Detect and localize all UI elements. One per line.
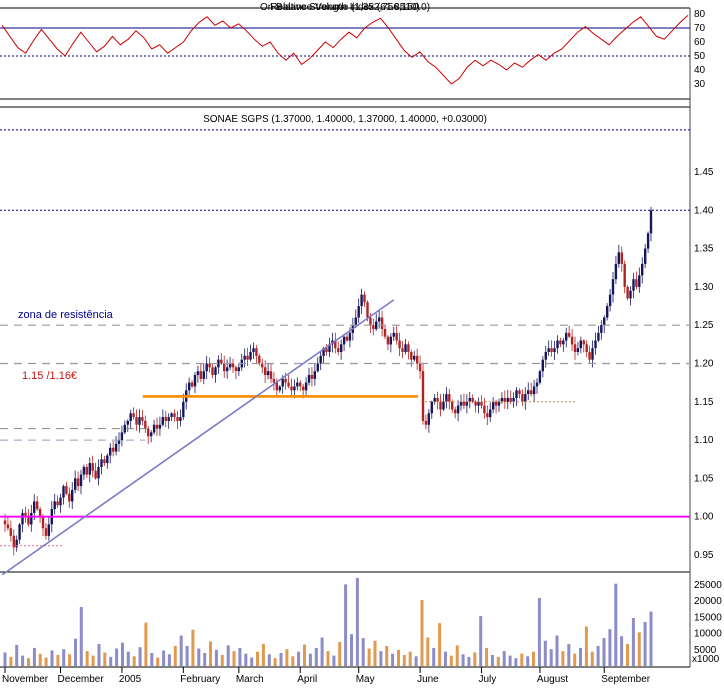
price-y-tick-label: 1.05 <box>694 473 714 484</box>
volume-y-tick-label: 20000 <box>694 596 722 607</box>
price-y-tick-label: 1.40 <box>694 205 714 216</box>
price-y-tick-label: 1.20 <box>694 359 714 370</box>
price-y-tick-label: 1.45 <box>694 167 714 178</box>
rsi-line <box>1 15 689 85</box>
x-axis-month-label: March <box>236 674 264 685</box>
rsi-y-tick-label: 80 <box>694 9 706 20</box>
volume-y-tick-label: 25000 <box>694 580 722 591</box>
x-axis-month-label: November <box>2 674 49 685</box>
volume-bars: 25000 20000 15000 10000 5000 <box>3 577 722 666</box>
price-y-tick-label: 1.15 <box>694 397 714 408</box>
price-y-tick-label: 1.25 <box>694 320 714 331</box>
rsi-panel: 80 70 60 50 40 30 <box>0 9 706 90</box>
price-y-tick-label: 0.95 <box>694 550 714 561</box>
x-axis-month-label: July <box>478 674 496 685</box>
x-axis-month-label: June <box>417 674 439 685</box>
price-y-tick-label: 1.30 <box>694 282 714 293</box>
rsi-y-tick-label: 70 <box>694 23 706 34</box>
x-axis-month-label: February <box>180 674 220 685</box>
panel-borders <box>0 7 691 668</box>
rsi-y-tick-label: 40 <box>694 65 706 76</box>
x-axis-month-label: April <box>297 674 317 685</box>
rsi-y-tick-label: 60 <box>694 37 706 48</box>
price-y-tick-label: 1.35 <box>694 244 714 255</box>
rsi-y-tick-label: 50 <box>694 51 706 62</box>
volume-y-tick-label: 10000 <box>694 629 722 640</box>
trendline <box>1 299 395 576</box>
price-candles <box>3 206 653 556</box>
price-y-tick-label: 1.00 <box>694 512 714 523</box>
price-y-tick-label: 1.10 <box>694 435 714 446</box>
volume-y-tick-label: 5000 <box>694 645 717 656</box>
price-overlays: 1.45 1.40 1.35 1.30 1.25 1.20 1.15 1.10 1.05 1.00… <box>0 129 714 576</box>
x-axis: November December 2005 February March April Ma… <box>2 667 651 685</box>
volume-y-tick-label: 15000 <box>694 612 722 623</box>
x-axis-month-label: December <box>58 674 105 685</box>
x-axis-month-label: September <box>601 674 651 685</box>
x-axis-month-label: 2005 <box>119 674 142 685</box>
x-axis-month-label: August <box>537 674 568 685</box>
x-axis-month-label: May <box>356 674 375 685</box>
rsi-y-tick-label: 30 <box>694 79 706 90</box>
